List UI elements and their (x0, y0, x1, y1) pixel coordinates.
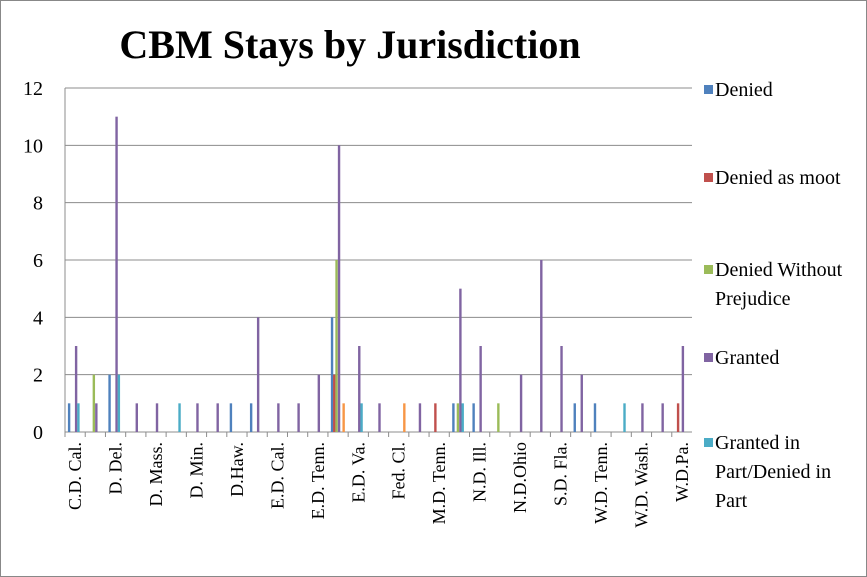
bar (676, 403, 680, 432)
bar (434, 403, 437, 432)
bar (117, 374, 121, 432)
bar (335, 260, 338, 432)
bar (461, 403, 464, 432)
bar (108, 374, 111, 432)
bar (342, 403, 345, 432)
bar (593, 403, 597, 432)
bar (155, 403, 159, 432)
x-tick-label: Fed. Cl. (389, 442, 409, 500)
y-tick-label: 4 (33, 307, 43, 329)
x-tick-label: W.D. Wash. (631, 442, 651, 528)
legend-swatch (704, 173, 713, 182)
bar (580, 374, 583, 432)
x-tick-label: S.D. Fla. (551, 442, 571, 506)
y-tick-label: 8 (33, 193, 43, 215)
x-tick-label: D. Del. (106, 442, 126, 495)
bar (641, 403, 644, 432)
legend-item: Granted (704, 344, 865, 373)
legend-item: Denied as moot (704, 164, 865, 193)
bar (74, 346, 78, 432)
bar (418, 403, 422, 432)
bar (297, 403, 300, 432)
bar (459, 288, 462, 432)
bar (95, 403, 98, 432)
x-tick-label: W.D. Tenn. (591, 442, 611, 524)
bar (178, 403, 181, 432)
x-tick-label: D. Mass. (146, 442, 166, 507)
bar (277, 403, 280, 432)
bar (519, 374, 523, 432)
bar (360, 403, 363, 432)
bar (115, 116, 118, 433)
bar (472, 403, 475, 432)
bar (456, 403, 460, 432)
x-tick-label: E.D. Va. (348, 442, 368, 503)
bar (256, 317, 260, 432)
bar (135, 403, 138, 432)
legend-swatch (704, 438, 713, 447)
bar (337, 145, 341, 433)
bar (403, 403, 406, 432)
bar (216, 403, 219, 432)
bar (540, 260, 543, 432)
legend-item: Denied Without Prejudice (704, 256, 865, 314)
x-tick-label: W.D.Pa. (672, 442, 692, 502)
bar (623, 403, 626, 432)
bar (249, 403, 253, 432)
bar (196, 403, 199, 432)
x-tick-label: M.D. Tenn. (429, 442, 449, 524)
bar (378, 403, 381, 432)
legend-label: Denied (715, 79, 773, 101)
legend-label: Granted in Part/Denied in Part (715, 432, 832, 512)
chart-title: CBM Stays by Jurisdiction (119, 22, 580, 67)
bar (92, 374, 96, 432)
bar (317, 374, 321, 432)
bar (452, 403, 455, 432)
x-tick-label: E.D. Cal. (267, 442, 287, 509)
y-tick-label: 6 (33, 250, 43, 272)
bar (497, 403, 500, 432)
legend-label: Granted (715, 347, 780, 369)
x-tick-label: N.D.Ohio (510, 442, 530, 513)
x-tick-label: D. Min. (186, 442, 206, 499)
legend-item: Denied (704, 76, 865, 105)
bar (358, 346, 361, 432)
bar (573, 403, 576, 432)
legend-item: Granted in Part/Denied in Part (704, 429, 865, 516)
bar (333, 374, 336, 432)
bar (67, 403, 71, 432)
x-tick-label: E.D. Tenn. (308, 442, 328, 519)
legend-swatch (704, 85, 713, 94)
x-tick-label: C.D. Cal. (65, 442, 85, 510)
legend-label: Denied as moot (715, 167, 841, 189)
bar (560, 346, 563, 432)
y-tick-label: 2 (33, 365, 43, 387)
bar (479, 346, 482, 432)
legend-swatch (704, 353, 713, 362)
legend-label: Denied Without Prejudice (715, 259, 843, 310)
y-tick-label: 0 (33, 422, 43, 444)
x-tick-label: D.Haw. (227, 442, 247, 497)
bar (681, 346, 685, 432)
y-tick-label: 10 (23, 135, 43, 157)
bar (330, 317, 334, 432)
bar (229, 403, 233, 432)
bar (77, 403, 80, 432)
y-tick-label: 12 (23, 78, 43, 100)
x-tick-label: N.D. Ill. (470, 442, 490, 502)
legend-swatch (704, 265, 713, 274)
bar (661, 403, 664, 432)
